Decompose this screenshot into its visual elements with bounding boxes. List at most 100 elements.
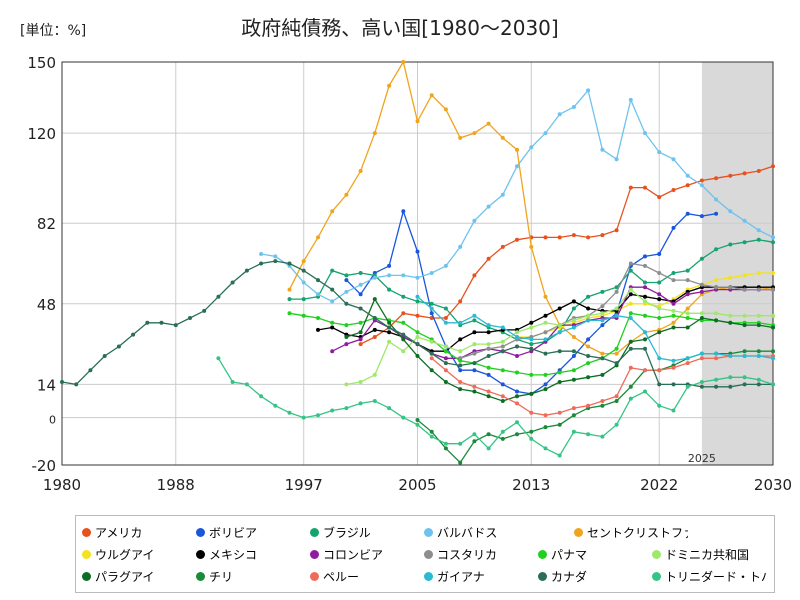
data-point — [443, 344, 448, 349]
data-point — [415, 313, 420, 318]
data-point — [344, 289, 349, 294]
data-point — [458, 320, 463, 325]
legend-label: ブラジル — [323, 525, 371, 540]
data-point — [316, 413, 320, 418]
data-point — [543, 372, 548, 377]
data-point — [415, 418, 420, 422]
y-tick-label: 0 — [49, 414, 56, 427]
data-point — [486, 394, 491, 399]
data-point — [728, 313, 733, 318]
data-point — [643, 285, 647, 290]
legend-label: ペルー — [323, 569, 360, 584]
y-tick-label: 150 — [27, 54, 56, 72]
data-point — [358, 320, 363, 325]
data-point — [600, 403, 605, 408]
x-tick-label: 2005 — [398, 476, 436, 494]
forecast-label: 2025 — [688, 452, 716, 465]
data-point — [685, 384, 690, 389]
data-point — [628, 384, 633, 389]
data-point — [429, 301, 434, 306]
data-point — [571, 354, 576, 358]
data-point — [685, 173, 690, 178]
data-point — [486, 121, 491, 126]
data-point — [714, 356, 719, 361]
data-point — [756, 228, 761, 233]
data-point — [771, 235, 775, 240]
data-point — [771, 164, 775, 169]
data-point — [643, 389, 647, 394]
data-point — [771, 240, 775, 245]
data-point — [500, 429, 505, 434]
data-point — [771, 287, 775, 292]
data-point — [330, 287, 335, 292]
data-point — [287, 261, 292, 266]
data-point — [472, 439, 477, 444]
data-point — [600, 289, 605, 294]
data-point — [728, 375, 733, 380]
data-point — [387, 320, 392, 325]
legend-label: パラグアイ — [95, 569, 155, 584]
data-point — [443, 316, 448, 320]
data-point — [515, 420, 519, 425]
data-point — [699, 356, 704, 361]
y-tick-label: 82 — [37, 215, 56, 233]
series-14 — [415, 294, 775, 363]
data-point — [657, 271, 662, 275]
data-point — [472, 218, 477, 223]
data-point — [699, 384, 704, 389]
data-point — [529, 391, 534, 396]
data-point — [586, 344, 591, 349]
y-tick-label: 48 — [37, 296, 56, 314]
data-point — [287, 297, 292, 302]
data-point — [429, 429, 434, 434]
data-point — [728, 209, 733, 214]
data-point — [742, 313, 747, 318]
data-point — [557, 370, 562, 375]
legend-item: ペルー — [310, 565, 424, 587]
data-point — [486, 256, 491, 261]
data-point — [728, 242, 733, 247]
data-point — [685, 311, 690, 316]
data-point — [372, 327, 377, 332]
data-point — [287, 287, 292, 292]
data-point — [728, 173, 733, 178]
data-point — [159, 320, 164, 325]
series-15 — [60, 259, 775, 389]
legend-label: ウルグアイ — [95, 547, 155, 562]
data-point — [372, 297, 377, 302]
data-point — [643, 131, 647, 136]
data-point — [586, 318, 591, 323]
data-point — [671, 358, 676, 363]
data-point — [330, 349, 335, 354]
data-point — [657, 292, 662, 297]
data-point — [515, 370, 519, 375]
data-point — [415, 330, 420, 335]
data-point — [216, 294, 221, 299]
data-point — [500, 135, 505, 140]
data-point — [742, 273, 747, 278]
data-point — [657, 150, 662, 155]
legend-marker-icon — [652, 549, 661, 559]
data-point — [614, 394, 619, 399]
data-point — [458, 349, 463, 354]
data-point — [714, 351, 719, 356]
data-point — [358, 401, 363, 406]
data-point — [443, 320, 448, 325]
data-point — [699, 289, 704, 294]
data-point — [571, 349, 576, 354]
data-point — [699, 178, 704, 183]
data-point — [742, 354, 747, 358]
legend-item: メキシコ — [196, 543, 310, 565]
series-13 — [429, 354, 775, 418]
data-point — [742, 218, 747, 223]
data-point — [600, 356, 605, 361]
data-point — [614, 228, 619, 233]
legend-item: チリ — [196, 565, 310, 587]
data-point — [401, 209, 406, 214]
data-point — [529, 436, 534, 441]
data-point — [671, 408, 676, 413]
data-point — [614, 285, 619, 290]
data-point — [472, 318, 477, 323]
data-point — [515, 147, 519, 152]
data-point — [742, 382, 747, 387]
